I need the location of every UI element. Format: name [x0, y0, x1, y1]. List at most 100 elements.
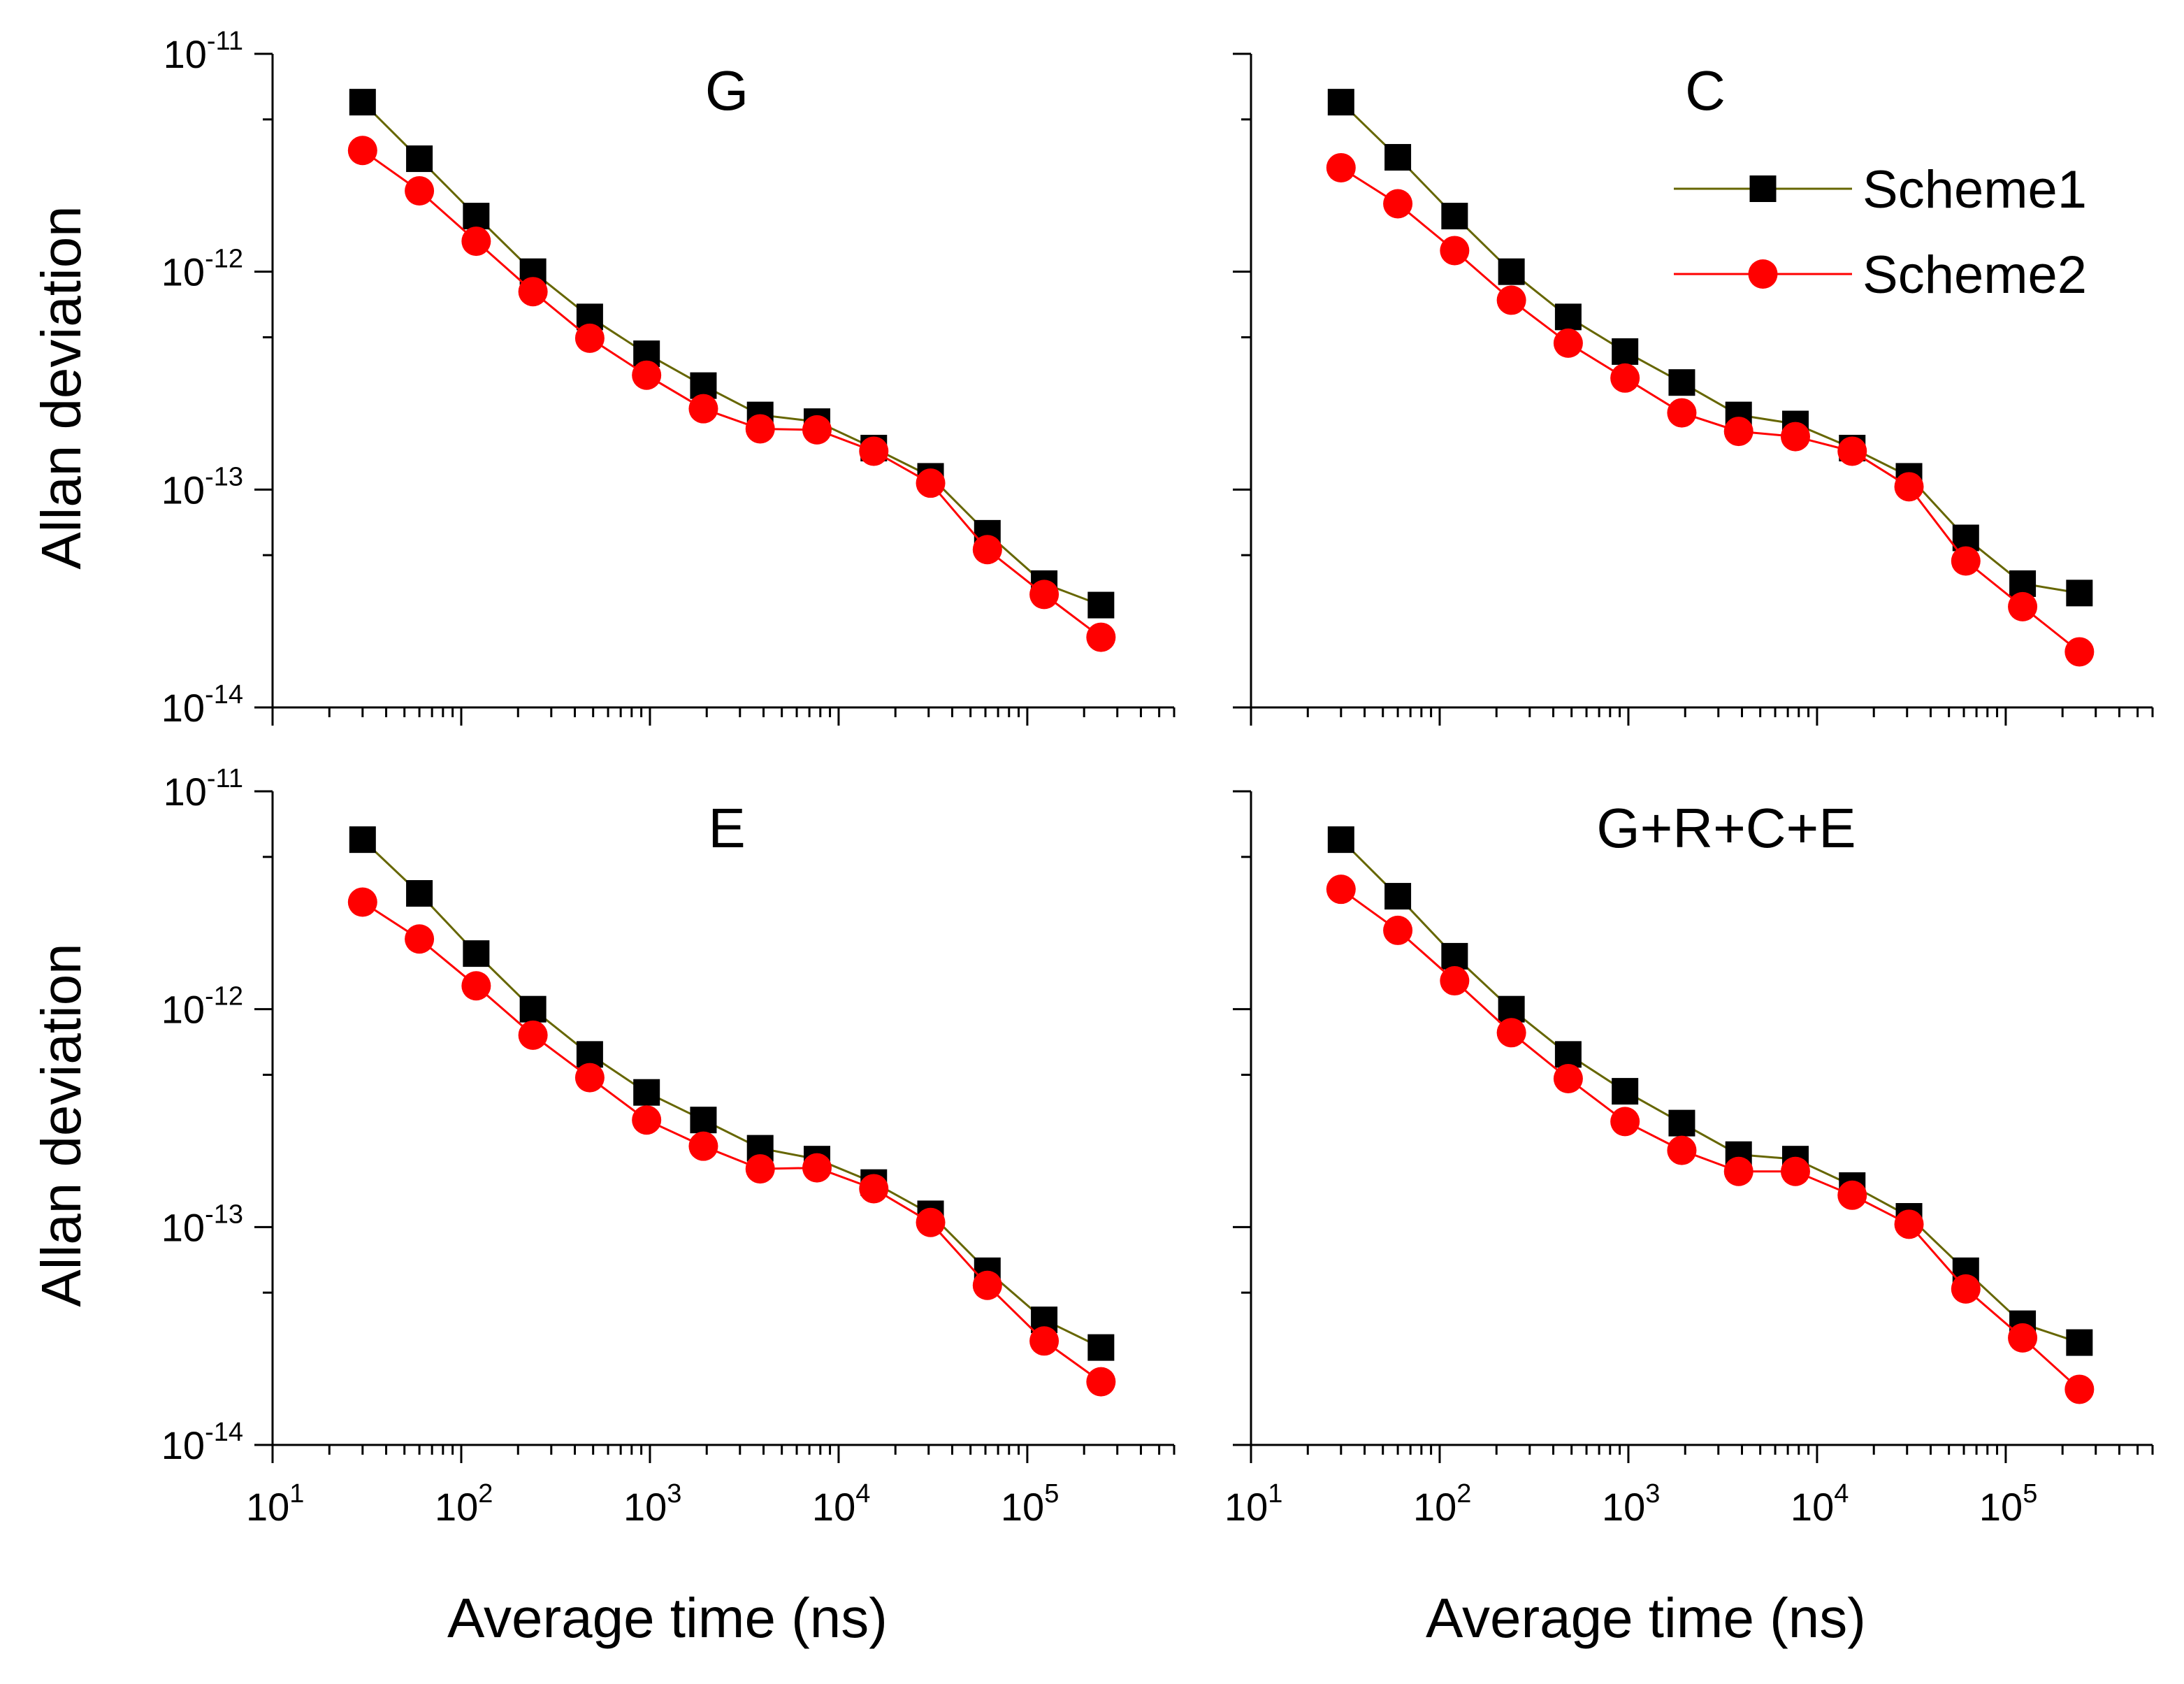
y-tick-label: 10-14 — [161, 680, 243, 730]
data-point — [518, 1020, 548, 1050]
data-point — [688, 1131, 718, 1161]
data-point — [1667, 398, 1697, 428]
series-scheme2 — [347, 887, 1116, 1397]
data-point — [1612, 1078, 1639, 1105]
data-point — [2066, 1329, 2093, 1356]
data-point — [916, 468, 946, 498]
data-point — [1440, 966, 1470, 996]
data-point — [1668, 369, 1695, 396]
y-axis-title: Allan deviation — [30, 943, 92, 1307]
data-point — [463, 940, 490, 967]
series-scheme1 — [1327, 89, 2093, 607]
data-point — [349, 826, 376, 854]
data-point — [1326, 152, 1356, 182]
panel-title: E — [708, 797, 745, 859]
series-scheme2 — [1326, 875, 2095, 1404]
data-point — [1384, 883, 1412, 910]
data-point — [405, 924, 435, 954]
x-tick-label: 103 — [1602, 1479, 1660, 1529]
x-tick-label: 101 — [246, 1479, 304, 1529]
legend-marker — [1748, 259, 1778, 289]
data-point — [1383, 915, 1413, 945]
data-point — [1086, 1367, 1116, 1397]
series-scheme2 — [347, 136, 1116, 652]
panel-title: G — [705, 59, 749, 122]
data-point — [1498, 258, 1525, 285]
data-point — [916, 1207, 946, 1237]
y-tick-label: 10-11 — [164, 764, 243, 814]
data-point — [2066, 580, 2093, 607]
data-point — [1441, 942, 1468, 970]
data-point — [972, 1270, 1002, 1300]
x-tick-label: 105 — [1001, 1479, 1059, 1529]
data-point — [1951, 546, 1981, 576]
data-point — [1087, 1334, 1115, 1361]
data-point — [1440, 236, 1470, 266]
x-tick-label: 104 — [1791, 1479, 1849, 1529]
panel-4: 101 102 103 104 105 Average time (ns) G+R+C+E — [1224, 790, 2154, 1649]
data-point — [406, 880, 433, 907]
data-point — [1894, 472, 1924, 502]
y-tick-label: 10-12 — [161, 982, 243, 1032]
data-point — [574, 1063, 605, 1093]
data-point — [1029, 1326, 1060, 1356]
data-point — [1327, 89, 1354, 116]
data-point — [1087, 591, 1115, 619]
x-tick-label: 105 — [1979, 1479, 2037, 1529]
data-point — [1723, 417, 1753, 447]
x-tick-label: 102 — [1413, 1479, 1471, 1529]
data-point — [1326, 875, 1356, 905]
data-point — [1723, 1156, 1753, 1186]
x-tick-label: 103 — [623, 1479, 681, 1529]
data-point — [463, 203, 490, 230]
data-point — [406, 145, 433, 173]
data-point — [1327, 826, 1354, 854]
data-point — [1553, 1064, 1583, 1094]
data-point — [1384, 144, 1412, 171]
legend: Scheme1 Scheme2 — [1674, 160, 2087, 305]
y-axis-title: Allan deviation — [30, 206, 92, 569]
data-point — [690, 1107, 717, 1134]
data-point — [1894, 1209, 1924, 1239]
data-point — [1554, 1041, 1582, 1068]
data-point — [859, 436, 889, 466]
data-point — [1780, 422, 1810, 452]
data-point — [745, 1154, 775, 1184]
data-point — [745, 414, 775, 444]
data-point — [688, 394, 718, 424]
data-point — [347, 136, 377, 166]
data-point — [1554, 303, 1582, 331]
data-point — [2064, 1374, 2095, 1404]
x-tick-label: 101 — [1224, 1479, 1282, 1529]
data-point — [2064, 637, 2095, 667]
data-point — [1496, 1018, 1526, 1048]
data-point — [1612, 338, 1639, 365]
panel-1: 10-11 10-12 10-13 10-14 Allan deviation G — [30, 27, 1176, 730]
data-point — [1496, 285, 1526, 315]
data-point — [1029, 580, 1060, 610]
legend-label: Scheme1 — [1863, 160, 2087, 220]
data-point — [632, 1105, 662, 1135]
panel-2: C Scheme1 Scheme2 — [1233, 52, 2154, 726]
data-point — [519, 995, 547, 1023]
y-tick-label: 10-11 — [164, 27, 243, 76]
data-point — [349, 89, 376, 116]
data-point — [1383, 189, 1413, 219]
legend-label: Scheme2 — [1863, 245, 2087, 305]
y-tick-label: 10-14 — [161, 1418, 243, 1467]
panel-title: G+R+C+E — [1596, 797, 1856, 859]
y-tick-label: 10-13 — [161, 1200, 243, 1249]
data-point — [1837, 436, 1867, 466]
data-point — [632, 360, 662, 390]
data-point — [1951, 1274, 1981, 1304]
data-point — [972, 535, 1002, 565]
x-axis-title: Average time (ns) — [1426, 1587, 1866, 1649]
series-scheme1 — [349, 89, 1115, 619]
data-point — [1610, 1107, 1640, 1137]
data-point — [1668, 1109, 1695, 1137]
data-point — [1086, 622, 1116, 652]
data-point — [1837, 1180, 1867, 1210]
